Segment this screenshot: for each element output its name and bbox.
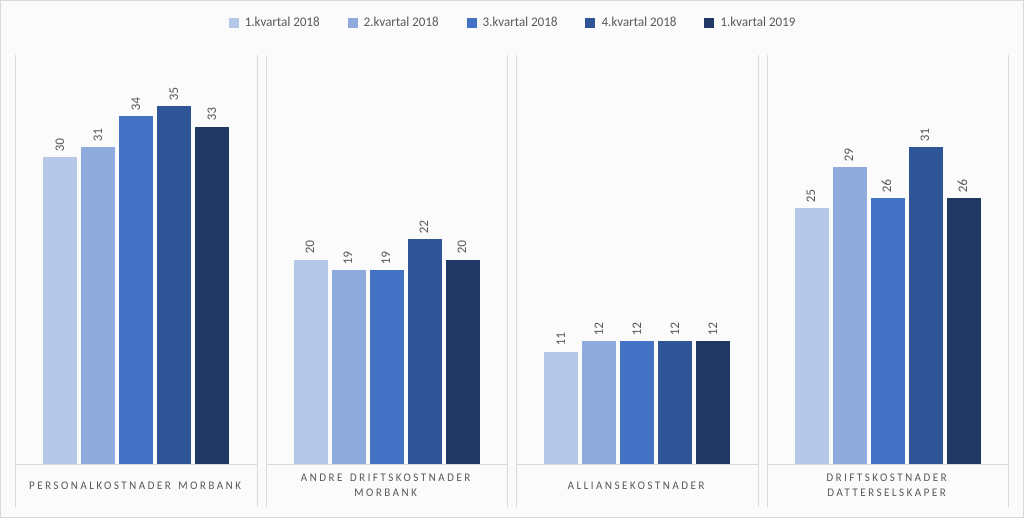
category-label: ALLIANSEKOSTNADER	[517, 465, 758, 507]
bar-value-label: 33	[205, 107, 220, 120]
bar-value-label: 26	[956, 179, 971, 192]
bar	[833, 167, 867, 464]
bar-value-label: 20	[303, 240, 318, 253]
bar-value-label: 22	[417, 220, 432, 233]
bar	[43, 157, 77, 464]
bar	[947, 198, 981, 464]
legend-label: 1.kvartal 2019	[720, 15, 795, 30]
bars-area: 25 29 26 31 26	[768, 55, 1009, 465]
bars-area: 30 31 34 35 33	[16, 55, 257, 465]
legend-swatch	[585, 18, 595, 28]
bar-slot: 29	[833, 55, 867, 464]
bar-slot: 35	[157, 55, 191, 464]
bar-slot: 33	[195, 55, 229, 464]
bar	[294, 260, 328, 465]
bar	[795, 208, 829, 464]
legend-label: 4.kvartal 2018	[601, 15, 676, 30]
bar	[157, 106, 191, 464]
legend-item: 2.kvartal 2018	[348, 15, 439, 30]
bar-value-label: 35	[167, 87, 182, 100]
bar	[446, 260, 480, 465]
bar-slot: 31	[81, 55, 115, 464]
bar-slot: 12	[620, 55, 654, 464]
bar	[582, 341, 616, 464]
category-label: DRIFTSKOSTNADER DATTERSELSKAPER	[768, 465, 1009, 507]
bar	[696, 341, 730, 464]
bar-value-label: 12	[630, 322, 645, 335]
bar-value-label: 31	[91, 128, 106, 141]
bar-value-label: 29	[842, 148, 857, 161]
bar-value-label: 19	[379, 251, 394, 264]
bar-slot: 26	[871, 55, 905, 464]
bar-value-label: 20	[455, 240, 470, 253]
bar-slot: 22	[408, 55, 442, 464]
category-label: ANDRE DRIFTSKOSTNADER MORBANK	[267, 465, 508, 507]
chart-panel: 11 12 12 12 12 ALLIANSEKOSTNADER	[516, 55, 759, 507]
bar-slot: 20	[294, 55, 328, 464]
legend-label: 3.kvartal 2018	[483, 15, 558, 30]
legend-swatch	[229, 18, 239, 28]
legend-item: 4.kvartal 2018	[585, 15, 676, 30]
bar-value-label: 30	[53, 138, 68, 151]
bar-value-label: 34	[129, 97, 144, 110]
bar-value-label: 12	[706, 322, 721, 335]
bar-value-label: 26	[880, 179, 895, 192]
bar-value-label: 11	[554, 332, 569, 345]
bar-slot: 12	[582, 55, 616, 464]
category-label: PERSONALKOSTNADER MORBANK	[16, 465, 257, 507]
bar-slot: 25	[795, 55, 829, 464]
bar-slot: 26	[947, 55, 981, 464]
bar	[544, 352, 578, 464]
legend-item: 1.kvartal 2019	[704, 15, 795, 30]
bar-value-label: 19	[341, 251, 356, 264]
bar-slot: 20	[446, 55, 480, 464]
legend-swatch	[467, 18, 477, 28]
legend: 1.kvartal 2018 2.kvartal 2018 3.kvartal 20…	[1, 1, 1023, 38]
bar-slot: 30	[43, 55, 77, 464]
bar-slot: 12	[696, 55, 730, 464]
bar-slot: 12	[658, 55, 692, 464]
bar	[620, 341, 654, 464]
bar-value-label: 31	[918, 128, 933, 141]
legend-item: 3.kvartal 2018	[467, 15, 558, 30]
chart-panel: 30 31 34 35 33 PERSONALKOSTNADER MORBANK	[15, 55, 258, 507]
legend-label: 1.kvartal 2018	[245, 15, 320, 30]
bar	[871, 198, 905, 464]
bar	[332, 270, 366, 464]
bar-slot: 19	[332, 55, 366, 464]
chart-panel: 25 29 26 31 26 DRIFTSKOSTNADER DATTERSELSKAPE…	[767, 55, 1010, 507]
legend-item: 1.kvartal 2018	[229, 15, 320, 30]
bar-slot: 11	[544, 55, 578, 464]
legend-label: 2.kvartal 2018	[364, 15, 439, 30]
bar-value-label: 12	[668, 322, 683, 335]
bar	[119, 116, 153, 464]
chart-panel: 20 19 19 22 20 ANDRE DRIFTSKOSTNADER MORBANK	[266, 55, 509, 507]
plot-area: 30 31 34 35 33 PERSONALKOSTNADER MORBANK 20 19 1…	[15, 55, 1009, 507]
bar	[658, 341, 692, 464]
bar	[408, 239, 442, 464]
legend-swatch	[704, 18, 714, 28]
bar-slot: 31	[909, 55, 943, 464]
bar	[370, 270, 404, 464]
bar-value-label: 12	[592, 322, 607, 335]
bar	[81, 147, 115, 464]
bar-slot: 19	[370, 55, 404, 464]
bar	[909, 147, 943, 464]
bars-area: 20 19 19 22 20	[267, 55, 508, 465]
bar-value-label: 25	[804, 189, 819, 202]
bar-slot: 34	[119, 55, 153, 464]
legend-swatch	[348, 18, 358, 28]
bar	[195, 127, 229, 464]
bars-area: 11 12 12 12 12	[517, 55, 758, 465]
chart-container: 1.kvartal 2018 2.kvartal 2018 3.kvartal 20…	[0, 0, 1024, 518]
